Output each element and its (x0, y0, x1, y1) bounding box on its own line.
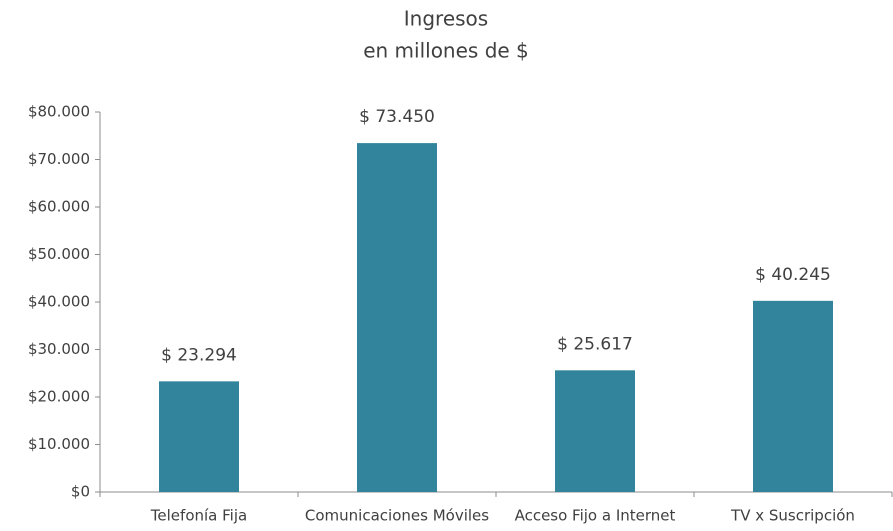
y-tick-label: $40.000 (28, 293, 90, 311)
x-tick-label: Comunicaciones Móviles (305, 507, 489, 525)
y-tick-label: $20.000 (28, 388, 90, 406)
bar (357, 143, 437, 493)
chart-subtitle: en millones de $ (363, 39, 529, 63)
y-tick-label: $80.000 (28, 103, 90, 121)
bar (159, 381, 239, 492)
x-tick-label: Telefonía Fija (150, 507, 247, 525)
data-label: $ 25.617 (557, 334, 633, 354)
x-tick-label: Acceso Fijo a Internet (515, 507, 676, 525)
chart-title: Ingresos (404, 7, 488, 31)
y-tick-label: $30.000 (28, 340, 90, 358)
y-tick-label: $10.000 (28, 435, 90, 453)
y-tick-label: $50.000 (28, 245, 90, 263)
y-tick-label: $70.000 (28, 150, 90, 168)
data-label: $ 73.450 (359, 107, 435, 127)
data-label: $ 23.294 (161, 345, 237, 365)
y-tick-label: $60.000 (28, 198, 90, 216)
y-tick-label: $0 (71, 483, 90, 501)
bar (753, 300, 833, 492)
x-tick-label: TV x Suscripción (730, 507, 855, 525)
bar (555, 370, 635, 492)
data-label: $ 40.245 (755, 265, 831, 285)
